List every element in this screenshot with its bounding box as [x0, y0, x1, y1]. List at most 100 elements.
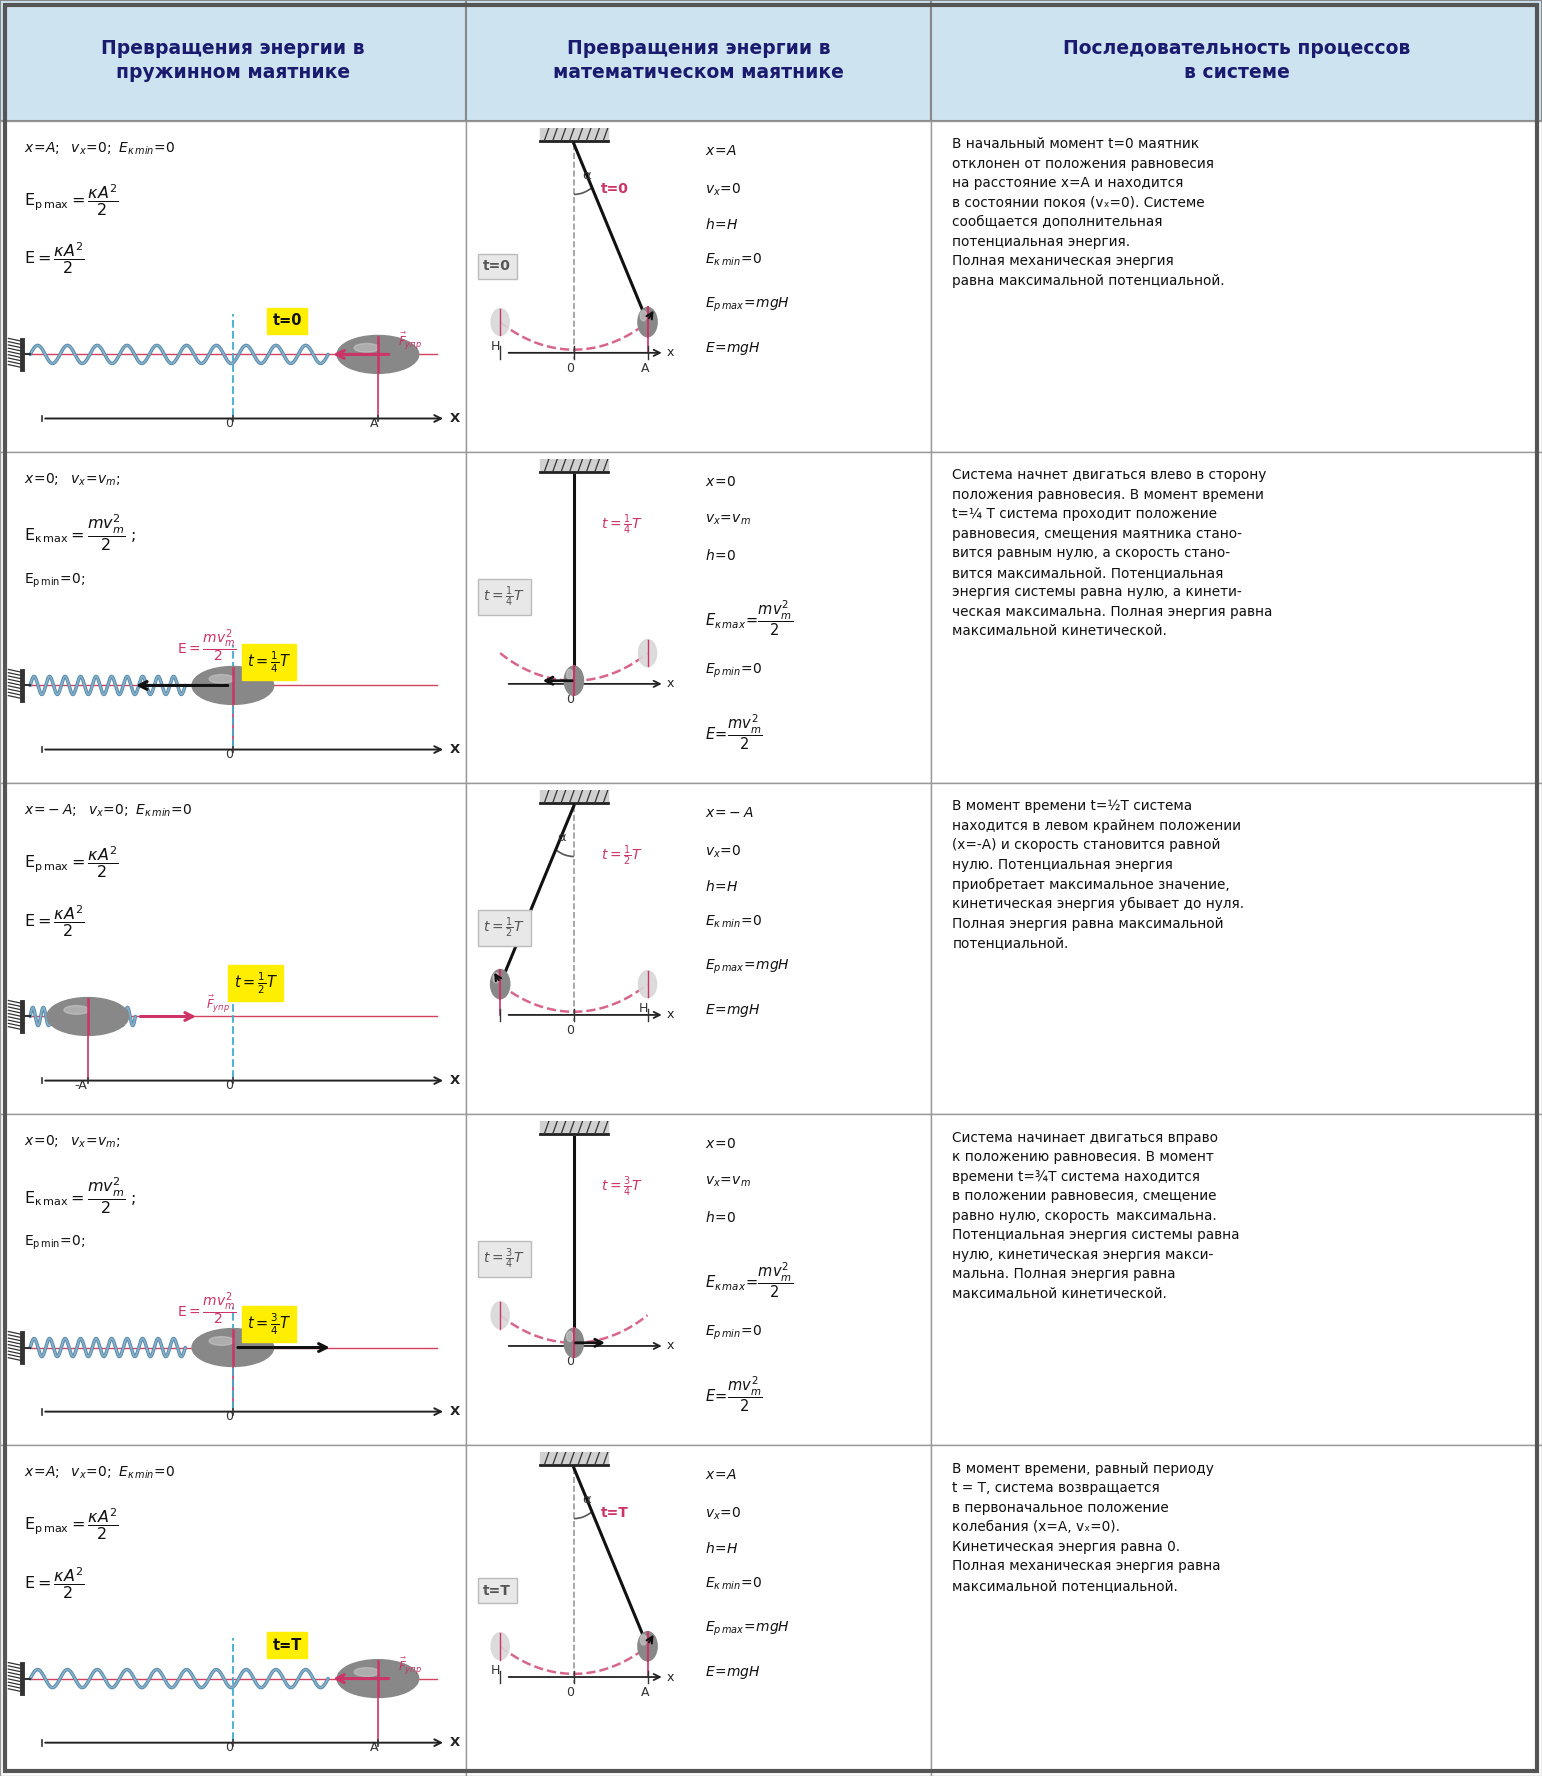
Ellipse shape [566, 1332, 574, 1341]
Text: $E_{p\,min}\!=\!0$: $E_{p\,min}\!=\!0$ [705, 662, 763, 680]
Text: A: A [370, 417, 378, 430]
Text: $h\!=\!H$: $h\!=\!H$ [705, 1542, 739, 1556]
Bar [0, 783, 466, 1114]
Text: В начальный момент t=0 маятник
отклонен от положения равновесия
на расстояние x=: В начальный момент t=0 маятник отклонен … [953, 137, 1224, 288]
Text: $t=\frac{3}{4}T$: $t=\frac{3}{4}T$ [247, 1311, 291, 1337]
Text: Система начнет двигаться влево в сторону
положения равновесия. В момент времени
: Система начнет двигаться влево в сторону… [953, 469, 1272, 638]
Bar [931, 1114, 1542, 1446]
Text: $\mathrm{E_{p\,min}}\!=\!0;$: $\mathrm{E_{p\,min}}\!=\!0;$ [25, 1234, 86, 1252]
Text: x: x [666, 677, 674, 691]
Text: $\vec{F}_{упр}$: $\vec{F}_{упр}$ [398, 332, 423, 352]
Text: $\mathrm{E}=\dfrac{\kappa A^2}{2}$: $\mathrm{E}=\dfrac{\kappa A^2}{2}$ [25, 902, 85, 938]
Text: X: X [450, 1074, 460, 1087]
Text: $E_{\kappa\,max}\!=\!\dfrac{mv_m^2}{2}$: $E_{\kappa\,max}\!=\!\dfrac{mv_m^2}{2}$ [705, 599, 794, 638]
Text: $x\!=\!-A$: $x\!=\!-A$ [705, 806, 754, 821]
Text: $v_x\!=\!0$: $v_x\!=\!0$ [705, 844, 742, 860]
Text: $\mathrm{E_{p\,max}}=\dfrac{\kappa A^2}{2}$: $\mathrm{E_{p\,max}}=\dfrac{\kappa A^2}{… [25, 844, 119, 879]
Text: $x\!=\!-A;\ \ v_x\!=\!0;\ E_{\kappa\,min}\!=\!0$: $x\!=\!-A;\ \ v_x\!=\!0;\ E_{\kappa\,min… [25, 803, 193, 819]
Bar [466, 1446, 931, 1776]
Text: $E_{p\,min}\!=\!0$: $E_{p\,min}\!=\!0$ [705, 1323, 763, 1343]
Text: $\mathrm{E_{p\,max}}=\dfrac{\kappa A^2}{2}$: $\mathrm{E_{p\,max}}=\dfrac{\kappa A^2}{… [25, 1506, 119, 1542]
Text: $\vec{F}_{упр}$: $\vec{F}_{упр}$ [398, 1655, 423, 1677]
Ellipse shape [638, 971, 657, 998]
Text: $E_{p\,max}\!=\!mgH$: $E_{p\,max}\!=\!mgH$ [705, 297, 791, 314]
Text: $x\!=\!0$: $x\!=\!0$ [705, 1137, 736, 1151]
Bar [931, 451, 1542, 783]
Text: $E\!=\! mgH$: $E\!=\! mgH$ [705, 1664, 762, 1682]
Ellipse shape [355, 343, 379, 352]
Ellipse shape [46, 998, 128, 1035]
Text: Превращения энергии в
пружинном маятнике: Превращения энергии в пружинном маятнике [102, 39, 364, 82]
Text: t=T: t=T [483, 1584, 510, 1598]
Text: $v_x\!=\!v_m$: $v_x\!=\!v_m$ [705, 513, 751, 527]
Ellipse shape [493, 973, 500, 982]
Text: В момент времени, равный периоду
t = T, система возвращается
в первоначальное по: В момент времени, равный периоду t = T, … [953, 1462, 1221, 1593]
Text: $x\!=\!A$: $x\!=\!A$ [705, 1469, 737, 1481]
Ellipse shape [490, 1632, 509, 1661]
Text: $x\!=\!0;\ \ v_x\!=\!v_m;$: $x\!=\!0;\ \ v_x\!=\!v_m;$ [25, 472, 120, 488]
Bar [0, 1114, 466, 1446]
Text: $h\!=\!H$: $h\!=\!H$ [705, 879, 739, 893]
Bar [931, 783, 1542, 1114]
Text: $\mathrm{E_{\kappa\,max}}=\dfrac{mv_m^2}{2}\ ;$: $\mathrm{E_{\kappa\,max}}=\dfrac{mv_m^2}… [25, 1176, 137, 1215]
Text: $t=\frac{1}{4}T$: $t=\frac{1}{4}T$ [601, 513, 643, 536]
Text: H: H [490, 1664, 501, 1677]
Text: $h\!=\!0$: $h\!=\!0$ [705, 1209, 737, 1225]
Text: $E\!=\!\dfrac{mv_m^2}{2}$: $E\!=\!\dfrac{mv_m^2}{2}$ [705, 712, 763, 753]
Bar [466, 451, 931, 783]
Text: $x\!=\!A;\ \ v_x\!=\!0;\ E_{\kappa\,min}\!=\!0$: $x\!=\!A;\ \ v_x\!=\!0;\ E_{\kappa\,min}… [25, 1465, 176, 1481]
Ellipse shape [193, 666, 273, 705]
Text: 0: 0 [566, 1025, 575, 1037]
Text: $E\!=\! mgH$: $E\!=\! mgH$ [705, 341, 762, 357]
Text: t=0: t=0 [601, 181, 629, 195]
Text: t=T: t=T [601, 1506, 629, 1520]
Text: $x\!=\!0;\ \ v_x\!=\!v_m;$: $x\!=\!0;\ \ v_x\!=\!v_m;$ [25, 1135, 120, 1151]
Ellipse shape [490, 309, 509, 336]
Ellipse shape [193, 1328, 273, 1366]
Ellipse shape [566, 670, 574, 680]
Text: H: H [638, 1002, 648, 1014]
Ellipse shape [638, 1632, 657, 1661]
Bar [931, 121, 1542, 451]
Bar [0, 0, 466, 121]
Text: $\mathrm{E_{p\,max}}=\dfrac{\kappa A^2}{2}$: $\mathrm{E_{p\,max}}=\dfrac{\kappa A^2}{… [25, 183, 119, 218]
Ellipse shape [210, 675, 234, 684]
Text: $\mathrm{E}=\dfrac{\kappa A^2}{2}$: $\mathrm{E}=\dfrac{\kappa A^2}{2}$ [25, 242, 85, 277]
Text: 0: 0 [225, 748, 233, 760]
Text: $\mathrm{E_{\kappa\,max}}=\dfrac{mv_m^2}{2}\ ;$: $\mathrm{E_{\kappa\,max}}=\dfrac{mv_m^2}… [25, 513, 137, 554]
Bar [931, 1446, 1542, 1776]
Text: A: A [641, 362, 649, 375]
Text: $E_{\kappa\,min}\!=\!0$: $E_{\kappa\,min}\!=\!0$ [705, 252, 762, 268]
Text: $E\!=\! mgH$: $E\!=\! mgH$ [705, 1002, 762, 1019]
Ellipse shape [638, 307, 657, 337]
Text: $t=\frac{1}{4}T$: $t=\frac{1}{4}T$ [247, 650, 291, 675]
Text: x: x [666, 346, 674, 359]
Bar [0, 1446, 466, 1776]
Text: $x\!=\!A$: $x\!=\!A$ [705, 144, 737, 158]
Text: $E_{p\,max}\!=\!mgH$: $E_{p\,max}\!=\!mgH$ [705, 957, 791, 977]
Text: $v_x\!=\!0$: $v_x\!=\!0$ [705, 1506, 742, 1522]
Ellipse shape [640, 311, 646, 321]
Text: x: x [666, 1671, 674, 1684]
Text: t=0: t=0 [483, 259, 510, 274]
Text: $t=\frac{1}{4}T$: $t=\frac{1}{4}T$ [483, 584, 524, 609]
Text: $\mathrm{E_{p\,min}}\!=\!0;$: $\mathrm{E_{p\,min}}\!=\!0;$ [25, 572, 86, 590]
Text: 0: 0 [225, 417, 233, 430]
Text: α: α [581, 169, 591, 183]
Ellipse shape [490, 1302, 509, 1328]
Ellipse shape [210, 1337, 234, 1346]
Text: $\vec{F}_{упр}$: $\vec{F}_{упр}$ [205, 993, 230, 1014]
Ellipse shape [564, 666, 583, 694]
Text: 0: 0 [225, 1740, 233, 1753]
Text: t=T: t=T [273, 1637, 302, 1653]
Bar [0, 121, 466, 451]
Text: $t=\frac{3}{4}T$: $t=\frac{3}{4}T$ [483, 1247, 524, 1272]
Text: $t=\frac{1}{2}T$: $t=\frac{1}{2}T$ [483, 916, 524, 940]
Text: X: X [450, 1405, 460, 1417]
Text: α: α [557, 831, 566, 844]
Text: 0: 0 [566, 1685, 575, 1700]
Text: x: x [666, 1339, 674, 1353]
Text: $\mathrm{E}=\dfrac{mv_m^2}{2}$: $\mathrm{E}=\dfrac{mv_m^2}{2}$ [177, 1289, 236, 1327]
Ellipse shape [638, 639, 657, 666]
Ellipse shape [490, 970, 510, 998]
